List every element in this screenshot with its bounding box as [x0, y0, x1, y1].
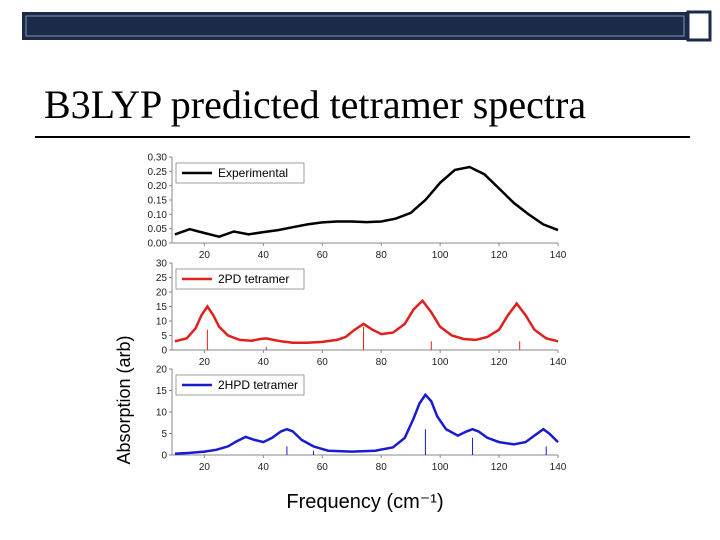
y-tick-label: 0.30 — [148, 153, 168, 164]
y-tick-label: 25 — [156, 273, 168, 284]
x-tick-label: 120 — [491, 250, 508, 261]
legend-label: 2PD tetramer — [218, 272, 289, 286]
y-tick-label: 30 — [156, 259, 168, 270]
x-tick-label: 20 — [199, 462, 211, 473]
y-tick-label: 0.15 — [148, 196, 168, 207]
y-tick-label: 20 — [156, 288, 168, 299]
legend-box — [175, 374, 305, 396]
y-tick-label: 10 — [156, 317, 168, 328]
x-tick-label: 80 — [376, 250, 388, 261]
x-tick-label: 60 — [317, 462, 329, 473]
x-tick-label: 100 — [432, 357, 449, 368]
y-tick-label: 15 — [156, 302, 168, 313]
y-tick-label: 5 — [161, 331, 167, 342]
header-square — [686, 10, 712, 42]
spectrum-line — [174, 165, 559, 239]
x-tick-label: 80 — [376, 462, 388, 473]
x-axis-label: Frequency (cm⁻¹) — [286, 491, 443, 513]
x-tick-label: 140 — [550, 357, 567, 368]
spectrum-line — [174, 298, 559, 345]
header-inner — [25, 15, 685, 37]
legend-box — [175, 268, 305, 290]
y-tick-label: 0 — [161, 346, 167, 357]
spectrum-line — [174, 392, 559, 455]
legend-box — [175, 162, 305, 184]
y-tick-label: 0.10 — [148, 210, 168, 221]
y-tick-label: 0.25 — [148, 167, 168, 178]
x-tick-label: 40 — [258, 357, 270, 368]
x-tick-label: 60 — [317, 357, 329, 368]
y-axis-label: Absorption (arb) — [114, 335, 134, 464]
x-tick-label: 120 — [491, 462, 508, 473]
x-tick-label: 100 — [432, 250, 449, 261]
header-bar — [22, 12, 688, 40]
x-tick-label: 20 — [199, 357, 211, 368]
legend-label: Experimental — [218, 166, 288, 180]
y-tick-label: 20 — [156, 365, 168, 376]
x-tick-label: 80 — [376, 357, 388, 368]
x-tick-label: 100 — [432, 462, 449, 473]
x-tick-label: 40 — [258, 462, 270, 473]
x-tick-label: 140 — [550, 250, 567, 261]
legend-label: 2HPD tetramer — [218, 378, 298, 392]
y-tick-label: 15 — [156, 386, 168, 397]
x-tick-label: 20 — [199, 250, 211, 261]
x-tick-label: 40 — [258, 250, 270, 261]
x-tick-label: 140 — [550, 462, 567, 473]
y-tick-label: 10 — [156, 408, 168, 419]
slide-title: B3LYP predicted tetramer spectra — [44, 82, 586, 127]
y-tick-label: 0.00 — [148, 239, 168, 250]
x-tick-label: 120 — [491, 357, 508, 368]
y-tick-label: 0.05 — [148, 224, 168, 235]
y-tick-label: 0.20 — [148, 181, 168, 192]
x-tick-label: 60 — [317, 250, 329, 261]
y-tick-label: 0 — [161, 451, 167, 462]
y-tick-label: 5 — [161, 429, 167, 440]
